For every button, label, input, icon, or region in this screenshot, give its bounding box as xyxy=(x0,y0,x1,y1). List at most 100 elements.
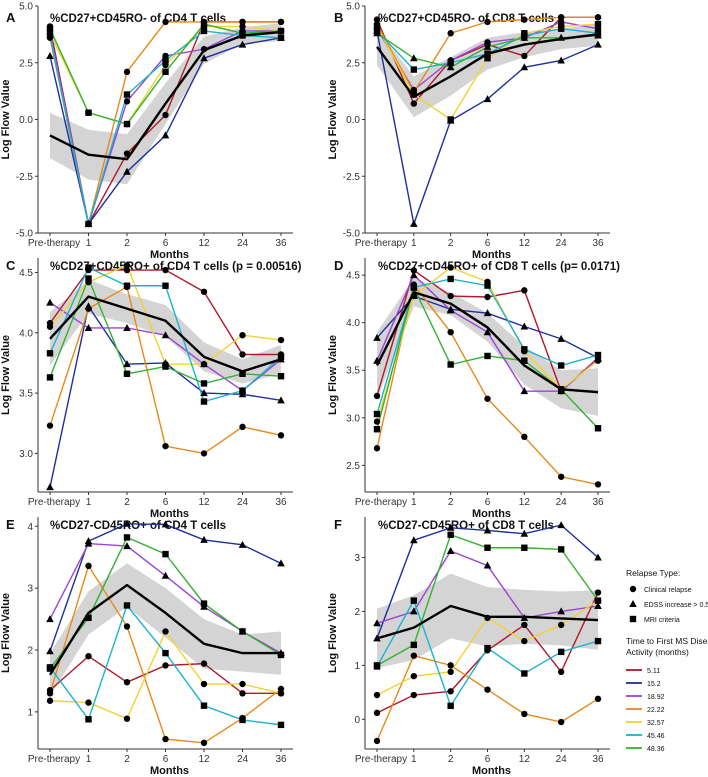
data-point xyxy=(594,637,602,645)
data-point xyxy=(447,531,454,539)
data-point xyxy=(123,519,131,527)
data-point xyxy=(373,634,381,642)
x-tick-label: 36 xyxy=(275,497,287,508)
data-point xyxy=(123,678,131,686)
data-point xyxy=(123,370,131,377)
confidence-band xyxy=(377,277,598,416)
x-tick-label: 1 xyxy=(86,238,92,249)
y-tick-label: 2 xyxy=(354,607,360,618)
data-point xyxy=(557,546,565,553)
data-point xyxy=(484,395,491,402)
y-tick-label: 3 xyxy=(27,584,33,595)
y-tick-label: 2.5 xyxy=(346,461,360,472)
x-tick-label: 2 xyxy=(448,754,454,765)
y-tick-label: -5.0 xyxy=(16,229,34,240)
data-point xyxy=(239,351,246,358)
y-tick-label: 1 xyxy=(354,661,360,672)
data-point xyxy=(46,25,54,32)
data-point xyxy=(46,51,54,59)
data-point xyxy=(46,350,54,357)
x-tick-label: 6 xyxy=(485,754,491,765)
y-tick-label: 5.0 xyxy=(346,2,360,13)
confidence-band xyxy=(377,23,598,118)
data-point xyxy=(520,63,529,71)
x-tick-label: 1 xyxy=(411,238,417,249)
legend-time-label: 22.22 xyxy=(647,707,665,714)
data-point xyxy=(594,553,602,561)
data-point xyxy=(162,57,169,64)
data-point xyxy=(410,292,418,300)
data-point xyxy=(594,31,602,39)
data-point xyxy=(483,309,492,317)
data-point xyxy=(484,686,491,693)
data-point xyxy=(447,292,454,300)
data-point xyxy=(410,652,418,659)
data-point xyxy=(446,546,455,554)
data-point xyxy=(123,98,131,105)
panel-letter: B xyxy=(334,10,343,25)
data-point xyxy=(200,389,208,397)
y-axis-title: Log Flow Value xyxy=(327,335,339,415)
x-tick-label: 12 xyxy=(198,754,210,765)
data-point xyxy=(373,23,381,30)
y-tick-label: 0 xyxy=(354,715,360,726)
data-point xyxy=(200,360,208,368)
data-point xyxy=(162,111,169,119)
data-point xyxy=(447,264,454,271)
x-tick-label: Pre-therapy xyxy=(355,754,407,765)
data-point xyxy=(161,571,170,579)
panel-d: D %CD27+CD45RO+ of CD8 T cells (p= 0.0171… xyxy=(327,258,620,520)
data-point xyxy=(200,660,208,667)
x-axis-title: Months xyxy=(150,765,189,777)
data-point xyxy=(373,445,381,452)
data-point xyxy=(484,352,491,360)
data-point xyxy=(46,615,54,623)
data-point xyxy=(277,18,285,26)
data-point xyxy=(521,346,528,353)
data-point xyxy=(162,18,169,26)
panel-title: %CD27-CD45RO+ of CD8 T cells xyxy=(378,520,554,532)
data-point xyxy=(277,690,285,697)
data-point xyxy=(484,39,491,46)
x-tick-label: 24 xyxy=(237,497,249,508)
x-tick-label: 12 xyxy=(519,497,531,508)
x-tick-label: 24 xyxy=(237,754,249,765)
y-axis-title: Log Flow Value xyxy=(0,335,12,415)
data-point xyxy=(373,709,381,717)
x-tick-label: 2 xyxy=(124,754,130,765)
data-point xyxy=(484,282,491,289)
data-point xyxy=(594,597,602,604)
legend-time-title: Activity (months) xyxy=(626,647,689,657)
data-point xyxy=(447,30,454,37)
data-point xyxy=(239,628,246,635)
data-point xyxy=(277,27,285,35)
legend-marker-triangle xyxy=(629,600,637,607)
data-point xyxy=(594,695,602,703)
data-point xyxy=(521,433,528,441)
data-point xyxy=(373,737,381,745)
x-tick-label: 1 xyxy=(411,497,417,508)
y-tick-label: 5.0 xyxy=(19,2,33,13)
data-point xyxy=(123,68,131,76)
data-point xyxy=(200,20,208,28)
data-point xyxy=(239,680,246,688)
data-point xyxy=(410,219,418,227)
data-point xyxy=(484,544,491,551)
legend-marker-square xyxy=(629,615,637,623)
data-point xyxy=(239,690,246,697)
data-point xyxy=(200,450,208,457)
data-point xyxy=(594,589,602,596)
data-point xyxy=(239,370,246,377)
data-point xyxy=(46,697,54,704)
data-point xyxy=(446,63,455,71)
data-point xyxy=(520,33,529,41)
legend-time-label: 5.11 xyxy=(647,668,660,675)
data-point xyxy=(123,534,131,541)
data-point xyxy=(373,333,381,341)
data-point xyxy=(123,323,131,331)
data-point xyxy=(521,52,528,60)
x-tick-label: 36 xyxy=(592,754,604,765)
data-point xyxy=(557,521,565,529)
x-tick-label: 2 xyxy=(448,497,454,508)
data-point xyxy=(373,426,381,433)
